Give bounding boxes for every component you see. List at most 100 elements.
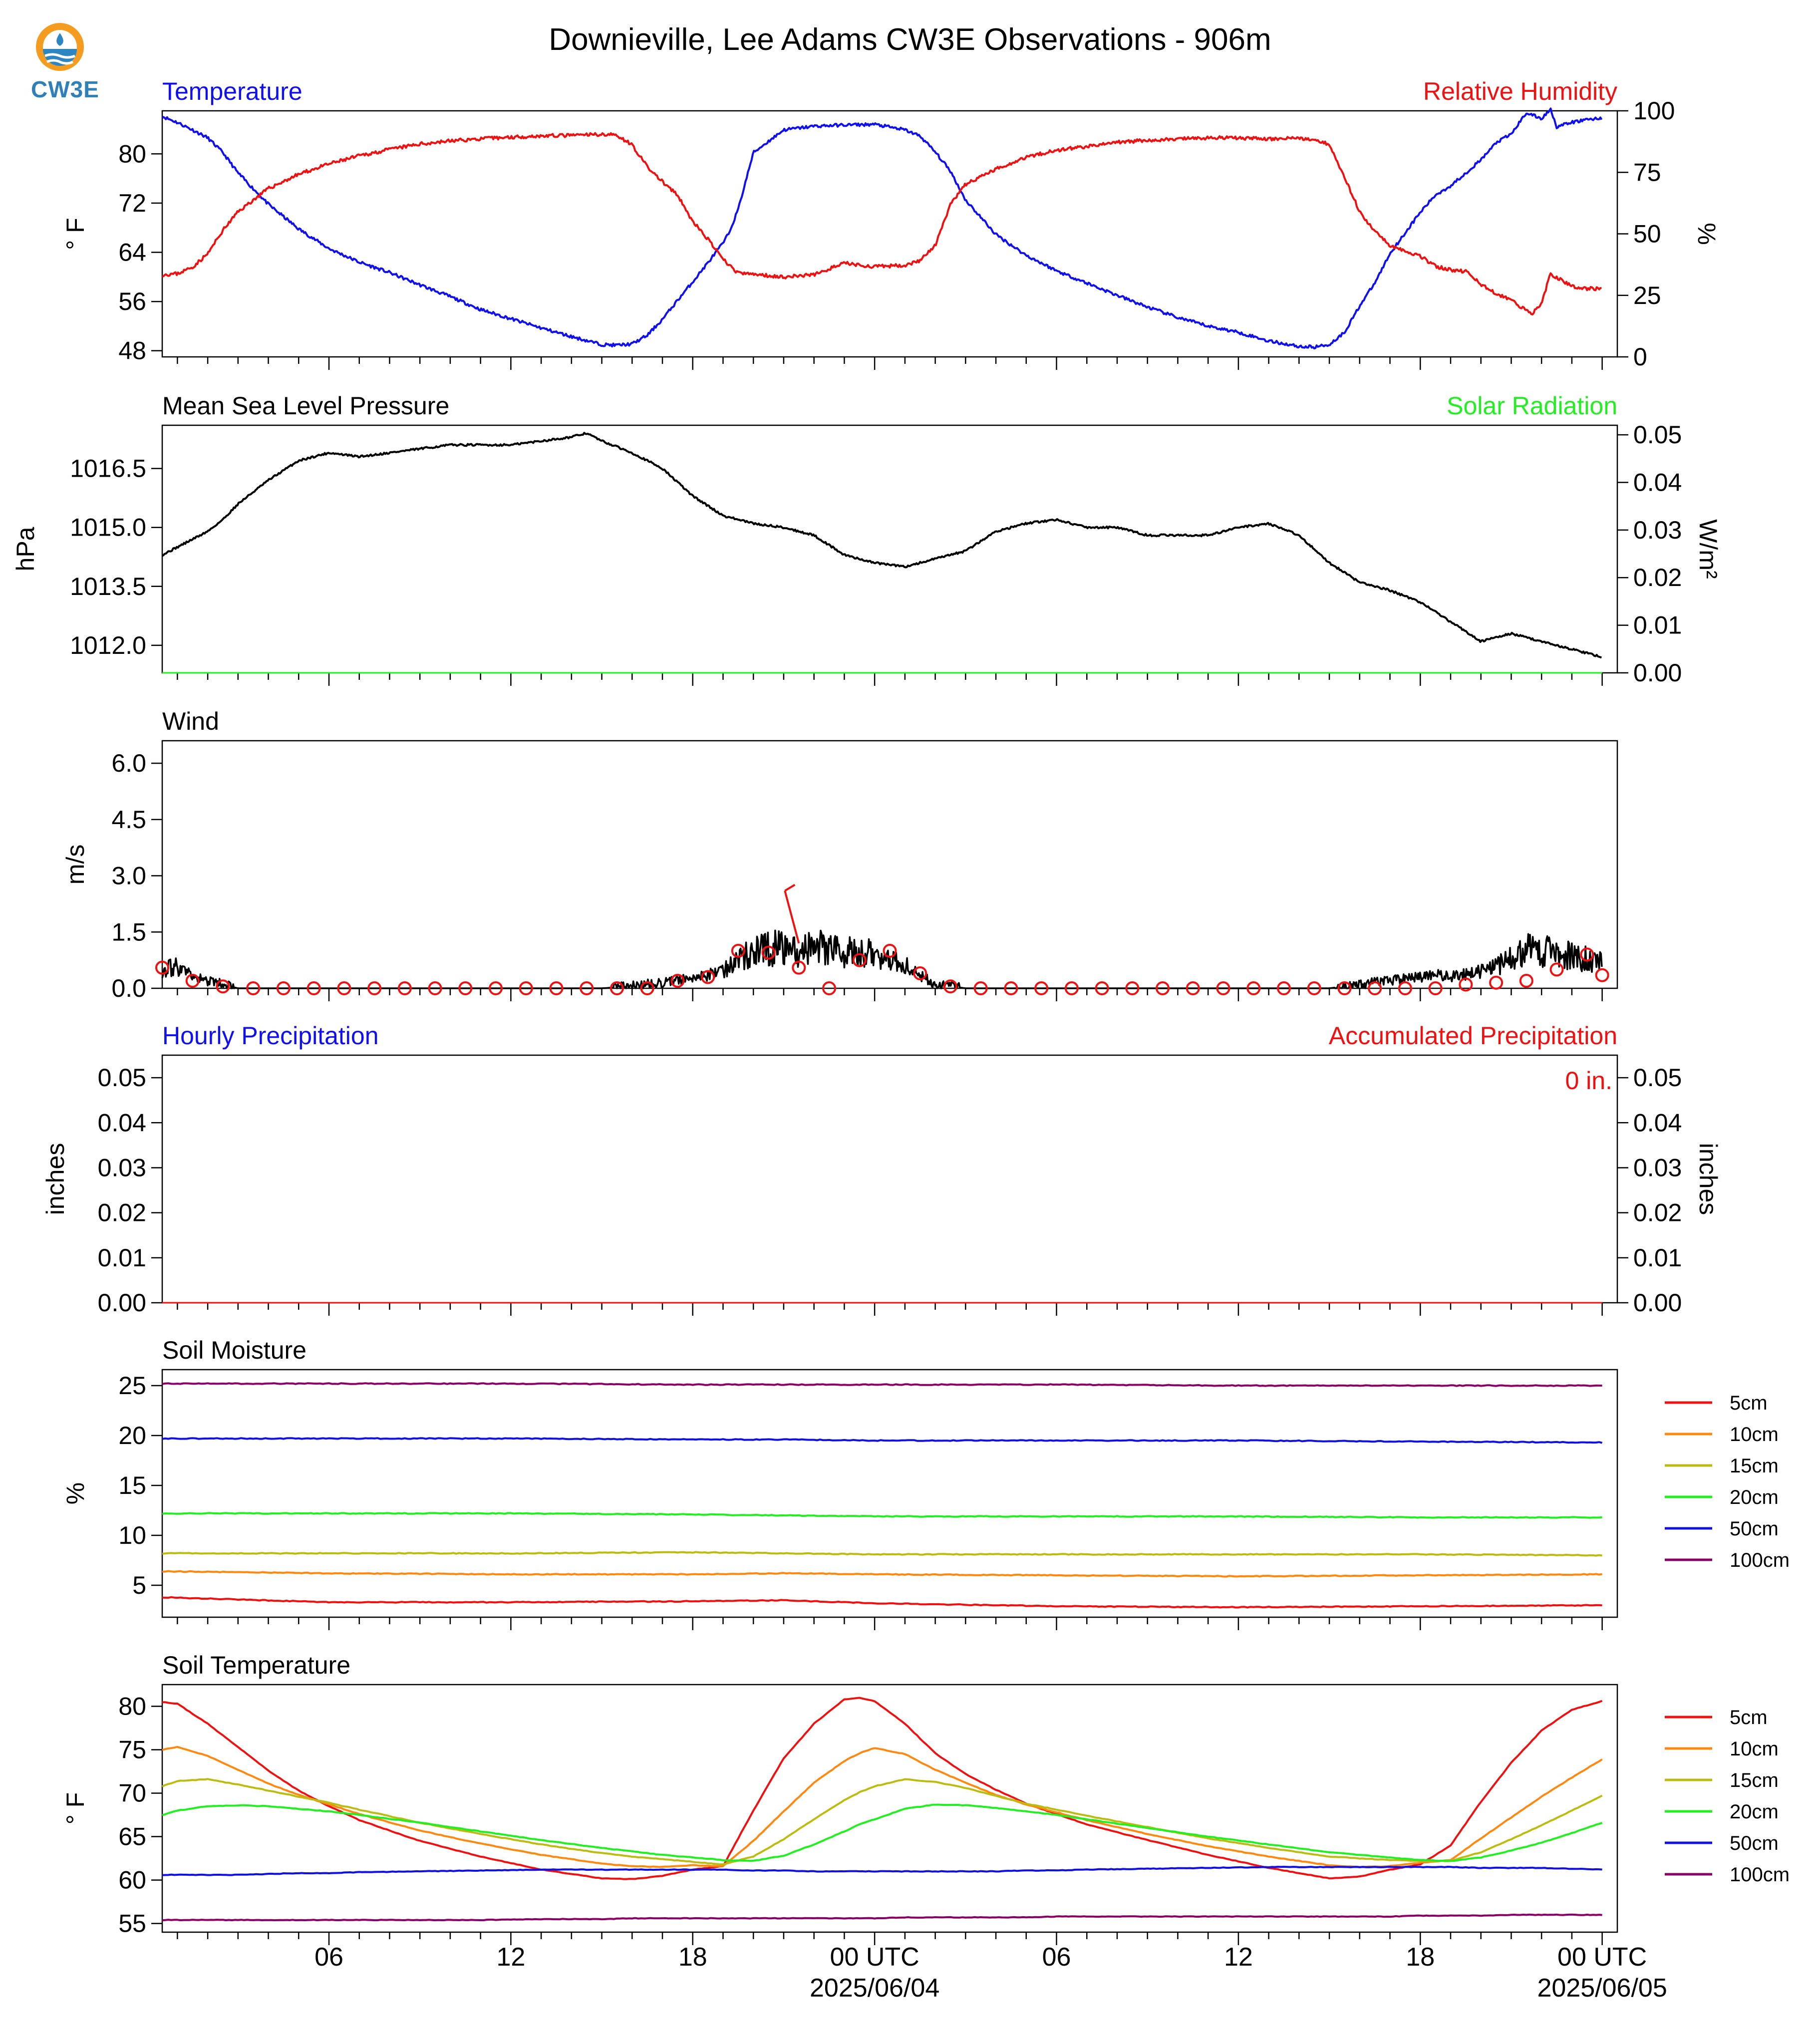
panel-title-left: Hourly Precipitation: [162, 1022, 379, 1050]
legend-label-50cm: 50cm: [1730, 1518, 1779, 1540]
soil-moisture-10cm-line: [162, 1570, 1602, 1578]
wind-marker: [1368, 981, 1382, 995]
y-tick-label-left: 1013.5: [70, 573, 146, 600]
soil-temperature-20cm-line: [162, 1803, 1603, 1862]
y-tick-label-left: 65: [118, 1823, 146, 1851]
y-tick-label-right: 0.03: [1633, 516, 1682, 544]
panel-title-left: Mean Sea Level Pressure: [162, 392, 449, 420]
wind-marker: [246, 981, 261, 995]
y-tick-label-left: 0.05: [98, 1064, 146, 1092]
wind-marker: [1519, 973, 1533, 988]
y-tick-label-right: 0.00: [1633, 1289, 1682, 1317]
y-tick-label-left: 4.5: [111, 806, 146, 834]
wind-marker: [1428, 981, 1443, 995]
x-date-label: 2025/06/04: [810, 1974, 939, 2003]
wind-marker: [367, 981, 382, 995]
wind-marker: [913, 966, 927, 980]
wind-marker: [640, 981, 654, 995]
soil-moisture-20cm-line: [162, 1512, 1602, 1519]
y-tick-label-left: 25: [118, 1372, 146, 1400]
soil-temperature-5cm-line: [162, 1697, 1603, 1880]
y-axis-label-left: ° F: [61, 1792, 89, 1824]
legend-label-20cm: 20cm: [1730, 1801, 1779, 1823]
wind-marker: [185, 973, 200, 988]
legend-label-20cm: 20cm: [1730, 1486, 1779, 1508]
y-axis-label-left: ° F: [61, 218, 89, 250]
y-tick-label-right: 0.01: [1633, 611, 1682, 639]
y-tick-label-left: 48: [118, 337, 146, 365]
wind-marker: [1125, 981, 1140, 995]
y-tick-label-right: 0.03: [1633, 1154, 1682, 1181]
wind-marker: [1095, 981, 1109, 995]
y-tick-label-left: 0.02: [98, 1199, 146, 1227]
y-tick-label-left: 15: [118, 1471, 146, 1499]
wind-marker: [216, 979, 230, 994]
legend-label-10cm: 10cm: [1730, 1738, 1779, 1760]
wind-barb-flag: [784, 883, 796, 892]
plot-frame: [161, 1684, 1618, 1933]
humidity-series: [162, 132, 1602, 315]
plot-frame: [161, 424, 1618, 674]
panel-title-right: Accumulated Precipitation: [1329, 1022, 1617, 1050]
wind-marker: [1156, 981, 1170, 995]
legend-label-15cm: 15cm: [1730, 1455, 1779, 1477]
y-tick-label-right: 50: [1633, 220, 1661, 248]
y-tick-label-right: 0.04: [1633, 1109, 1682, 1137]
wind-marker: [580, 981, 594, 995]
y-axis-label-left: inches: [41, 1143, 69, 1215]
y-tick-label-right: 0: [1633, 343, 1647, 371]
x-date-label: 2025/06/05: [1537, 1974, 1667, 2003]
panel-title-left: Temperature: [162, 77, 303, 105]
pressure-series: [161, 432, 1602, 659]
legend-label-5cm: 5cm: [1730, 1392, 1768, 1414]
precipitation-panel: 0.00 0.01 0.02 0.03 0.04 0.05 0.00 0.01 0.02 0.03…: [41, 1022, 1722, 1317]
y-axis-label-right: inches: [1694, 1143, 1722, 1215]
wind-marker: [1459, 977, 1473, 992]
wind-marker: [852, 953, 867, 967]
y-tick-label-left: 0.01: [98, 1244, 146, 1272]
y-tick-label-right: 0.02: [1633, 564, 1682, 591]
y-tick-label-left: 0.04: [98, 1109, 146, 1137]
legend-label-15cm: 15cm: [1730, 1769, 1779, 1791]
wind-marker: [1064, 981, 1079, 995]
temperature-series: [161, 107, 1603, 349]
y-tick-label-left: 80: [118, 140, 146, 168]
logo-text: CW3E: [31, 76, 99, 102]
wind-marker: [1004, 981, 1018, 995]
soil-temperature-15cm-line: [162, 1778, 1603, 1866]
soil-moisture-legend: 5cm 10cm 15cm 20cm 50cm 100cm: [1665, 1392, 1790, 1571]
x-tick-label: 00 UTC: [830, 1943, 919, 1972]
y-axis-label-left: hPa: [11, 527, 39, 571]
soil-moisture-5cm-line: [162, 1596, 1602, 1609]
wind-marker: [1246, 981, 1261, 995]
x-tick-label: 00 UTC: [1557, 1943, 1647, 1972]
wind-marker: [1216, 981, 1230, 995]
y-tick-label-left: 6.0: [111, 749, 146, 777]
y-axis-label-right: %: [1693, 223, 1721, 245]
soil-temperature-50cm-line: [162, 1866, 1602, 1876]
y-tick-label-right: 25: [1633, 282, 1661, 309]
y-tick-label-left: 0.03: [98, 1154, 146, 1181]
wind-marker: [731, 943, 745, 958]
wind-marker: [1549, 962, 1564, 977]
y-tick-label-right: 100: [1633, 97, 1675, 125]
wind-marker: [701, 970, 715, 984]
panel-title-left: Soil Temperature: [162, 1651, 350, 1679]
y-tick-label-left: 1012.0: [70, 631, 146, 659]
y-tick-label-left: 1.5: [111, 918, 146, 946]
panel-title-left: Wind: [162, 707, 219, 735]
y-tick-label-left: 80: [118, 1693, 146, 1721]
legend-label-10cm: 10cm: [1730, 1424, 1779, 1446]
cw3e-logo: [30, 18, 105, 105]
y-tick-label-left: 56: [118, 288, 146, 315]
y-tick-label-left: 70: [118, 1779, 146, 1807]
wind-marker: [155, 960, 169, 975]
wind-marker: [943, 979, 957, 994]
y-tick-label-right: 0.00: [1633, 659, 1682, 687]
soil-temperature-panel: 55 60 65 70 75 80 Soil Temperature ° F: [61, 1651, 1618, 1945]
y-axis-label-left: m/s: [61, 845, 89, 885]
wind-marker: [670, 973, 685, 988]
y-tick-label-right: 0.02: [1633, 1199, 1682, 1227]
wind-marker: [1595, 968, 1609, 982]
